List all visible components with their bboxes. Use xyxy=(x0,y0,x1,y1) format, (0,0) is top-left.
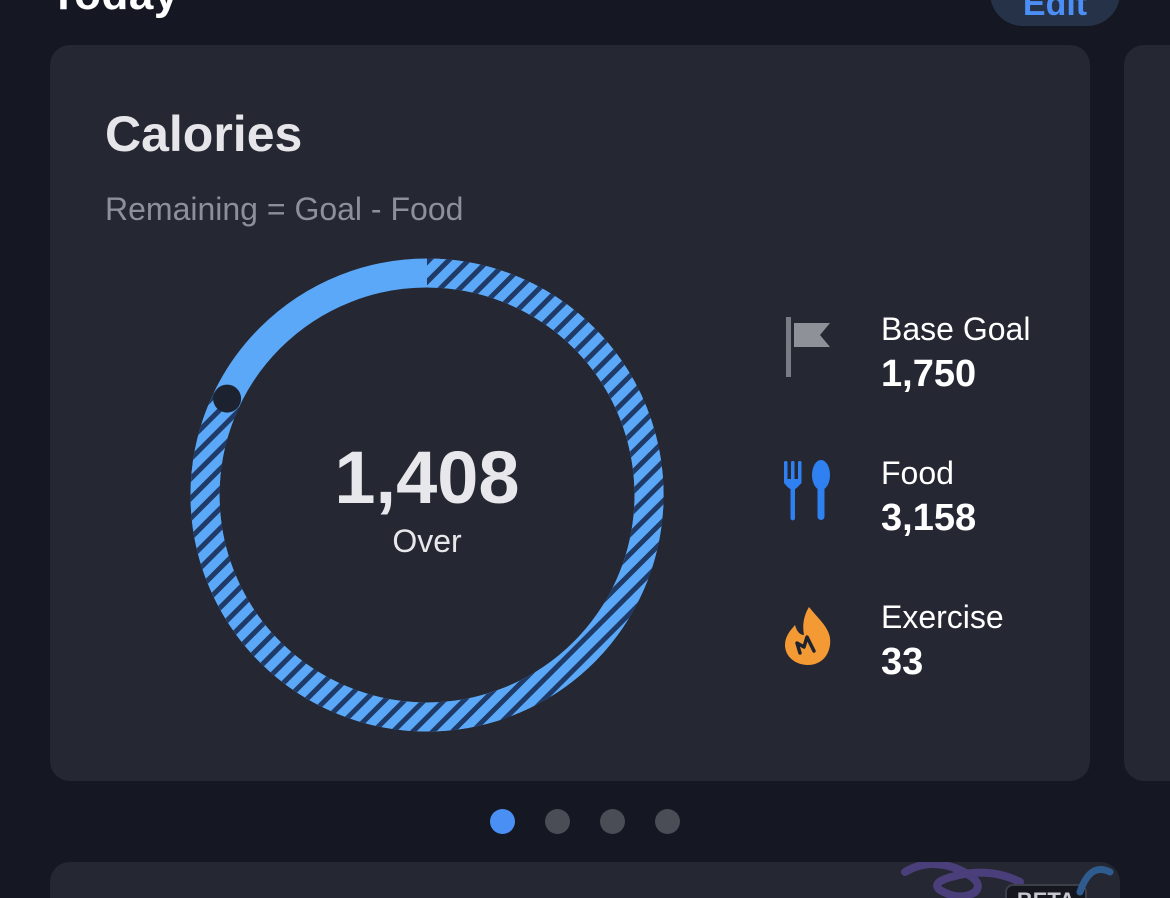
stat-label: Exercise xyxy=(881,599,1004,635)
calories-over-value: 1,408 xyxy=(334,436,520,519)
stat-label: Food xyxy=(881,455,954,491)
page-dot-3[interactable] xyxy=(600,809,625,834)
calories-ring xyxy=(190,258,664,732)
stat-value: 33 xyxy=(881,641,924,683)
stat-food: Food 3,158 xyxy=(780,455,1080,555)
page-dot-1[interactable] xyxy=(490,809,515,834)
card-subtitle: Remaining = Goal - Food xyxy=(105,191,464,227)
edit-button[interactable]: Edit xyxy=(990,0,1120,26)
page-title: Today xyxy=(50,0,179,20)
stat-label: Base Goal xyxy=(881,311,1031,347)
flag-icon xyxy=(780,311,836,381)
page-dot-4[interactable] xyxy=(655,809,680,834)
beta-badge: BETA xyxy=(1005,884,1087,898)
decorative-swirl-icon xyxy=(1076,866,1114,896)
stat-exercise: Exercise 33 xyxy=(780,599,1080,699)
card-title: Calories xyxy=(105,106,303,162)
stat-base-goal: Base Goal 1,750 xyxy=(780,311,1080,411)
decorative-swirl-icon xyxy=(901,862,1024,898)
stat-value: 1,750 xyxy=(881,353,977,395)
page-indicator[interactable] xyxy=(490,809,680,835)
calories-over-caption: Over xyxy=(392,523,462,559)
fork-spoon-icon xyxy=(780,455,836,525)
calories-card[interactable]: Calories Remaining = Goal - Food 1,408 O… xyxy=(50,45,1090,781)
stat-value: 3,158 xyxy=(881,497,977,539)
page-dot-2[interactable] xyxy=(545,809,570,834)
bottom-card[interactable]: BETA xyxy=(50,862,1120,898)
ring-over-arc xyxy=(190,258,664,732)
next-card-peek[interactable] xyxy=(1124,45,1170,781)
flame-icon xyxy=(780,599,836,669)
ring-end-marker xyxy=(213,384,242,413)
